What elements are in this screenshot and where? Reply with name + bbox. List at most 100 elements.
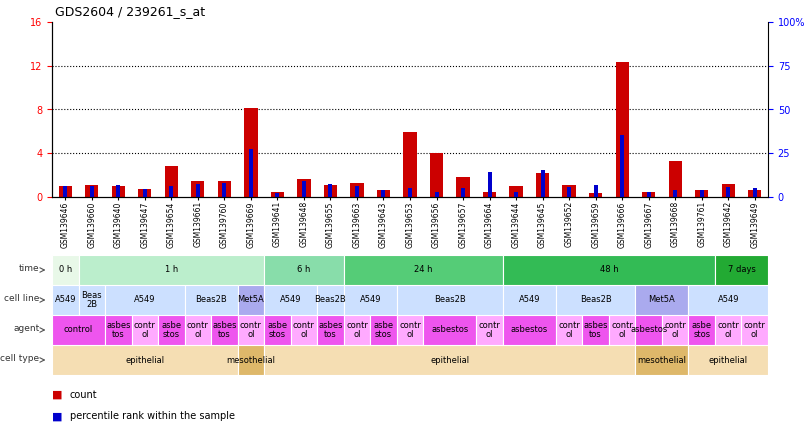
Text: count: count (70, 390, 97, 400)
Text: 48 h: 48 h (599, 266, 618, 274)
Bar (408, 188, 412, 197)
Bar (722, 184, 735, 197)
Bar (556, 315, 582, 345)
Bar (185, 315, 211, 345)
Text: asbestos: asbestos (630, 325, 667, 334)
Text: asbe
stos: asbe stos (373, 321, 394, 339)
Text: mesothelial: mesothelial (637, 356, 686, 365)
Text: Beas
2B: Beas 2B (82, 291, 102, 309)
Bar (52, 255, 79, 285)
Text: contr
ol: contr ol (240, 321, 262, 339)
Bar (594, 185, 598, 197)
Bar (370, 315, 397, 345)
Bar (695, 190, 708, 197)
Bar (403, 132, 416, 197)
Text: asbestos: asbestos (511, 325, 548, 334)
Text: epithelial: epithelial (430, 356, 469, 365)
Text: contr
ol: contr ol (744, 321, 765, 339)
Bar (688, 315, 715, 345)
Text: Beas2B: Beas2B (434, 296, 466, 305)
Bar (264, 345, 635, 375)
Bar (397, 285, 503, 315)
Text: percentile rank within the sample: percentile rank within the sample (70, 411, 235, 421)
Text: epithelial: epithelial (126, 356, 164, 365)
Bar (169, 186, 173, 197)
Text: contr
ol: contr ol (293, 321, 315, 339)
Text: A549: A549 (718, 296, 739, 305)
Bar (271, 191, 284, 197)
Bar (556, 285, 635, 315)
Bar (58, 186, 72, 197)
Text: asbestos: asbestos (431, 325, 468, 334)
Text: 6 h: 6 h (297, 266, 310, 274)
Bar (291, 315, 318, 345)
Bar (318, 315, 343, 345)
Text: GDS2604 / 239261_s_at: GDS2604 / 239261_s_at (55, 5, 205, 18)
Bar (343, 255, 503, 285)
Bar (196, 184, 200, 197)
Bar (688, 345, 768, 375)
Text: contr
ol: contr ol (479, 321, 501, 339)
Text: A549: A549 (280, 296, 301, 305)
Bar (105, 285, 185, 315)
Bar (635, 315, 662, 345)
Bar (562, 185, 576, 197)
Text: Beas2B: Beas2B (314, 296, 347, 305)
Bar (715, 315, 741, 345)
Bar (112, 186, 125, 197)
Bar (483, 191, 497, 197)
Bar (52, 345, 237, 375)
Bar (616, 63, 629, 197)
Text: ■: ■ (52, 411, 62, 421)
Bar (748, 190, 761, 197)
Text: A549: A549 (518, 296, 540, 305)
Text: asbes
tos: asbes tos (212, 321, 237, 339)
Bar (302, 181, 306, 197)
Bar (430, 153, 443, 197)
Bar (79, 285, 105, 315)
Bar (635, 285, 688, 315)
Bar (461, 188, 465, 197)
Bar (79, 255, 264, 285)
Text: Beas2B: Beas2B (580, 296, 612, 305)
Text: contr
ol: contr ol (399, 321, 421, 339)
Bar (397, 315, 424, 345)
Bar (297, 179, 310, 197)
Bar (509, 186, 522, 197)
Bar (503, 315, 556, 345)
Bar (715, 255, 768, 285)
Text: ■: ■ (52, 390, 62, 400)
Text: asbe
stos: asbe stos (161, 321, 181, 339)
Text: 1 h: 1 h (164, 266, 178, 274)
Text: asbes
tos: asbes tos (318, 321, 343, 339)
Bar (52, 315, 105, 345)
Text: Met5A: Met5A (237, 296, 264, 305)
Bar (237, 315, 264, 345)
Text: contr
ol: contr ol (718, 321, 740, 339)
Bar (635, 345, 688, 375)
Bar (382, 190, 386, 197)
Bar (355, 186, 359, 197)
Bar (85, 185, 98, 197)
Bar (249, 149, 253, 197)
Text: cell type: cell type (0, 354, 40, 363)
Bar (741, 315, 768, 345)
Bar (540, 170, 544, 197)
Bar (503, 285, 556, 315)
Text: Met5A: Met5A (649, 296, 676, 305)
Bar (131, 315, 158, 345)
Bar (343, 285, 397, 315)
Text: 0 h: 0 h (58, 266, 72, 274)
Bar (223, 183, 226, 197)
Text: A549: A549 (360, 296, 381, 305)
Bar (536, 173, 549, 197)
Bar (424, 315, 476, 345)
Text: contr
ol: contr ol (134, 321, 156, 339)
Text: Beas2B: Beas2B (195, 296, 227, 305)
Text: asbe
stos: asbe stos (692, 321, 712, 339)
Bar (275, 193, 279, 197)
Bar (105, 315, 131, 345)
Bar (434, 191, 438, 197)
Bar (185, 285, 237, 315)
Text: control: control (64, 325, 93, 334)
